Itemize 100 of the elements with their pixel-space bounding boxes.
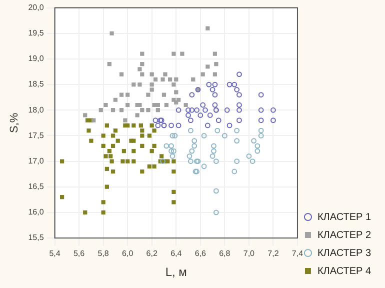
point xyxy=(152,128,156,133)
point xyxy=(110,31,114,36)
point xyxy=(132,82,136,87)
point xyxy=(104,102,108,108)
point xyxy=(254,143,260,149)
point xyxy=(132,123,136,128)
legend-label: КЛАСТЕР 3 xyxy=(315,248,372,259)
point xyxy=(150,148,154,154)
point xyxy=(212,52,218,56)
point xyxy=(138,123,143,128)
point xyxy=(155,122,161,128)
point xyxy=(168,77,172,82)
point xyxy=(200,102,206,108)
point xyxy=(101,144,106,148)
legend-label: КЛАСТЕР 4 xyxy=(315,266,372,277)
y-tick-label: 20,0 xyxy=(28,3,44,12)
point xyxy=(119,108,124,112)
point xyxy=(132,159,136,164)
point xyxy=(123,118,128,122)
point xyxy=(226,82,232,88)
point xyxy=(104,166,110,171)
point xyxy=(171,148,176,154)
point xyxy=(146,92,150,97)
point xyxy=(198,112,204,118)
point xyxy=(101,134,106,138)
x-tick-label: 6,0 xyxy=(122,249,134,258)
point xyxy=(234,86,240,92)
point xyxy=(194,107,200,113)
point xyxy=(236,107,242,113)
x-tick-label: 7,2 xyxy=(268,249,280,258)
point xyxy=(147,134,152,138)
point xyxy=(188,118,194,124)
point xyxy=(113,98,118,102)
point xyxy=(110,144,116,148)
legend-label: КЛАСТЕР 1 xyxy=(315,212,372,223)
point xyxy=(104,123,110,128)
point xyxy=(126,159,130,164)
point xyxy=(189,107,195,113)
point xyxy=(174,100,178,104)
point xyxy=(180,52,184,56)
point xyxy=(150,123,154,128)
legend-label: КЛАСТЕР 2 xyxy=(315,230,372,241)
y-tick-label: 15,5 xyxy=(28,233,44,242)
point xyxy=(189,92,195,98)
y-tick-label: 16,0 xyxy=(28,208,44,217)
point xyxy=(104,154,108,158)
point xyxy=(270,118,276,124)
point xyxy=(101,210,106,214)
point xyxy=(140,169,144,174)
point xyxy=(186,153,192,159)
point xyxy=(110,134,116,138)
point xyxy=(212,102,218,108)
point xyxy=(152,118,158,124)
point xyxy=(83,113,88,118)
point xyxy=(60,159,64,164)
x-tick-label: 5,4 xyxy=(49,249,61,258)
point xyxy=(186,107,191,113)
point xyxy=(210,153,216,159)
point xyxy=(116,138,120,143)
point xyxy=(140,62,144,66)
point xyxy=(191,77,196,82)
point xyxy=(140,128,144,133)
point xyxy=(232,168,238,174)
point xyxy=(152,144,156,148)
point xyxy=(206,64,210,69)
point xyxy=(258,128,264,134)
point xyxy=(168,148,174,154)
point xyxy=(135,113,140,118)
point xyxy=(258,132,264,138)
point xyxy=(232,82,238,88)
y-tick-label: 17,5 xyxy=(28,130,44,140)
point xyxy=(156,108,160,112)
point xyxy=(172,132,178,138)
point xyxy=(110,108,116,112)
point xyxy=(119,72,124,76)
point xyxy=(132,138,136,143)
point xyxy=(172,52,176,56)
point xyxy=(140,108,144,112)
point xyxy=(270,107,276,113)
point xyxy=(174,90,178,94)
point xyxy=(258,107,264,113)
point xyxy=(236,72,242,77)
point xyxy=(212,92,218,98)
point xyxy=(176,122,182,128)
point xyxy=(226,122,232,128)
x-tick-label: 5,6 xyxy=(73,249,86,258)
point xyxy=(172,190,176,194)
x-tick-label: 6,2 xyxy=(146,249,158,258)
point xyxy=(147,164,152,168)
point xyxy=(146,108,150,112)
point xyxy=(188,158,194,164)
point xyxy=(234,158,240,164)
point xyxy=(110,159,114,164)
point xyxy=(213,158,219,164)
point xyxy=(204,122,210,128)
y-tick-label: 16,5 xyxy=(28,182,44,192)
point xyxy=(192,138,198,144)
point xyxy=(126,92,130,97)
point xyxy=(60,195,64,200)
point xyxy=(122,148,126,154)
